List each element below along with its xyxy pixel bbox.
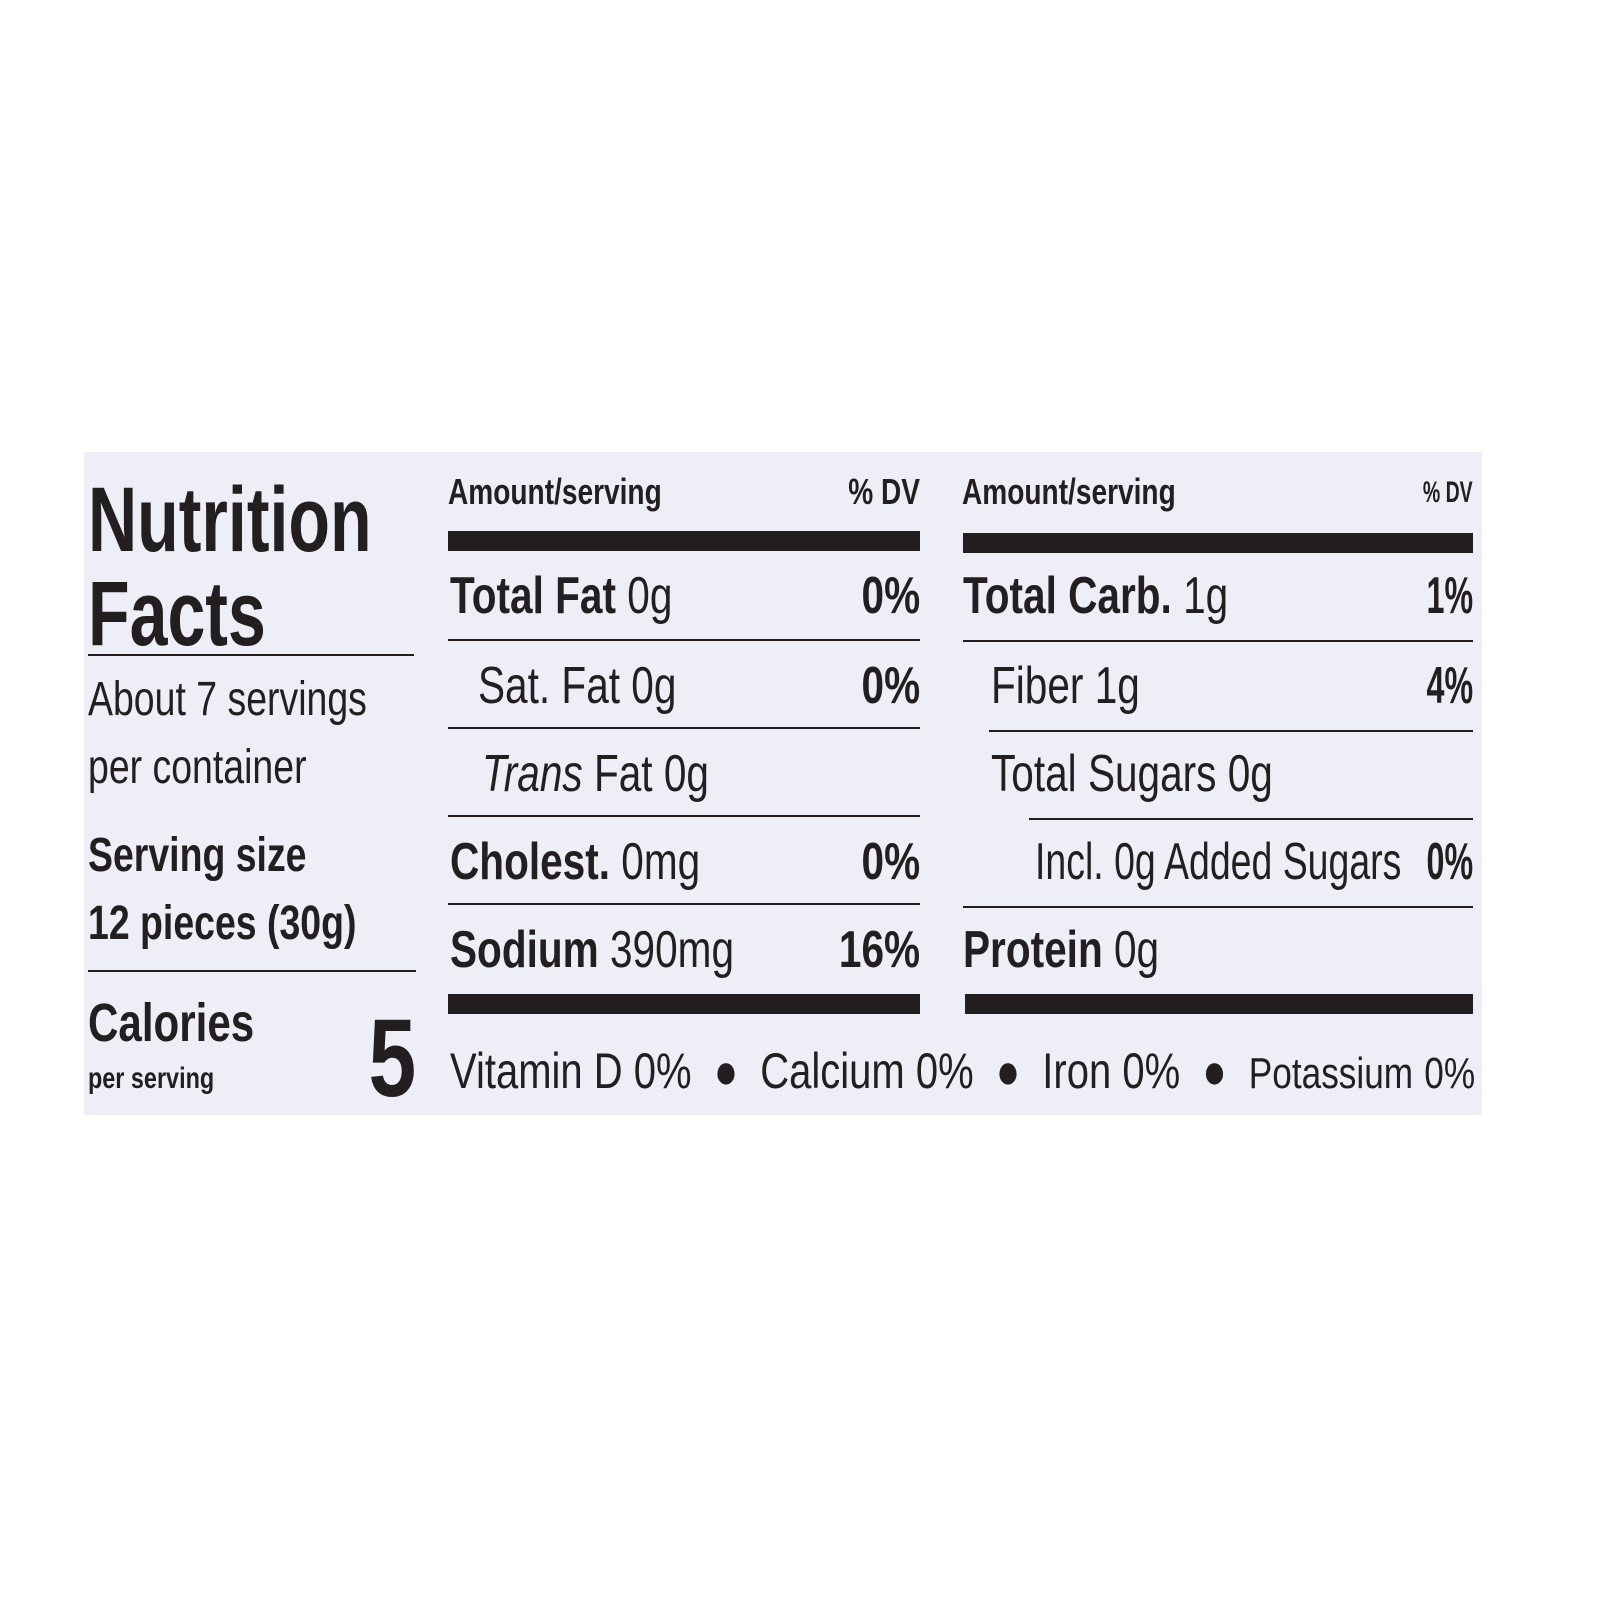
divider — [963, 640, 1473, 642]
row-trans-fat: Trans Fat 0g — [482, 745, 709, 803]
row-added-sugars: Incl. 0g Added Sugars 0% — [1035, 833, 1473, 891]
amount-header: Amount/serving — [448, 471, 662, 512]
dv-header: % DV — [848, 471, 920, 512]
divider — [88, 970, 416, 972]
divider — [88, 654, 414, 656]
serving-size-label: Serving size — [88, 829, 307, 882]
bullet-icon: ● — [995, 1043, 1021, 1099]
calories-value: 5 — [368, 997, 416, 1120]
divider — [963, 906, 1473, 908]
servings-per-container: About 7 servings — [88, 673, 367, 726]
thick-divider — [448, 994, 920, 1014]
divider — [448, 815, 920, 817]
row-protein: Protein 0g — [963, 921, 1160, 979]
bullet-icon: ● — [1202, 1043, 1227, 1099]
divider — [448, 903, 920, 905]
title-line-2: Facts — [88, 563, 266, 665]
divider — [1029, 818, 1473, 820]
divider — [989, 730, 1473, 732]
row-cholesterol: Cholest. 0mg 0% — [450, 833, 920, 891]
amount-header-right: Amount/serving — [962, 471, 1176, 512]
micronutrients-line: Vitamin D 0% ● Calcium 0% ● Iron 0% ● Po… — [450, 1043, 1476, 1099]
calories-per-serving: per serving — [88, 1062, 215, 1095]
thick-divider — [448, 531, 920, 551]
dv-header-right: % DV — [1423, 476, 1473, 509]
divider — [448, 639, 920, 641]
nutrition-facts-label: Nutrition Facts About 7 servings per con… — [84, 452, 1482, 1115]
row-sat-fat: Sat. Fat 0g 0% — [478, 657, 920, 715]
row-total-carb: Total Carb. 1g 1% — [963, 567, 1473, 625]
row-fiber: Fiber 1g 4% — [991, 657, 1473, 715]
servings-per-container-2: per container — [88, 741, 307, 794]
row-total-fat: Total Fat 0g 0% — [450, 567, 920, 625]
row-sodium: Sodium 390mg 16% — [450, 921, 920, 979]
row-total-sugars: Total Sugars 0g — [991, 745, 1273, 803]
thick-divider — [965, 994, 1473, 1014]
serving-size-value: 12 pieces (30g) — [88, 897, 357, 950]
title: Nutrition — [88, 469, 372, 571]
calories-label: Calories — [88, 993, 255, 1053]
bullet-icon: ● — [713, 1043, 738, 1099]
thick-divider — [963, 533, 1473, 553]
divider — [448, 727, 920, 729]
